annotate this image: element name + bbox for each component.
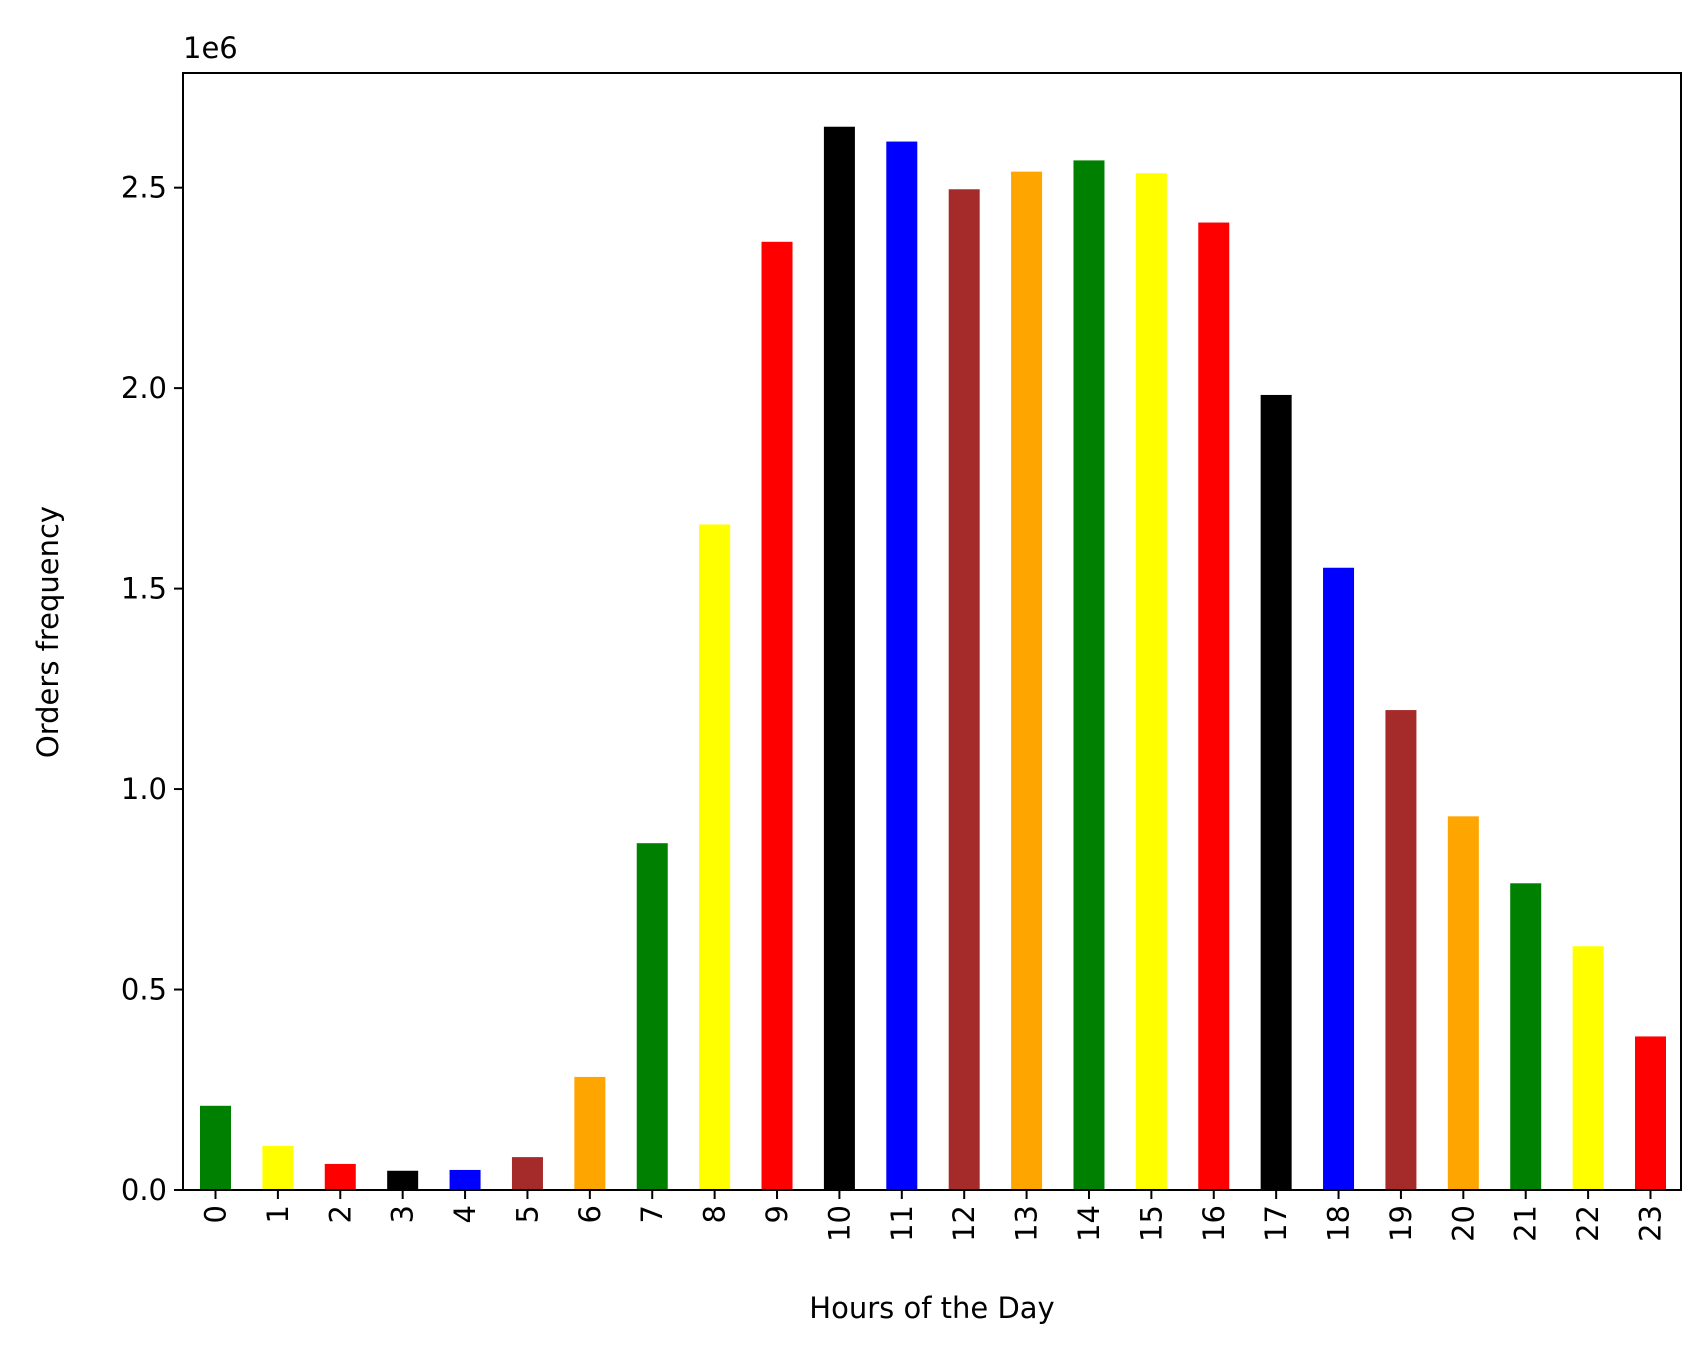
x-axis-ticks: 0 1 2 3 4 5 6 7 8 9 10 11 12 13 14 15 16 17 18 19 20 21 22 23 (199, 1190, 1668, 1242)
x-tick-label: 11 (885, 1205, 919, 1242)
x-tick-label: 12 (947, 1205, 981, 1242)
x-tick-label: 2 (323, 1205, 357, 1223)
x-tick-label: 22 (1571, 1205, 1605, 1242)
plot-frame (182, 72, 1682, 1191)
bar-hour-8 (699, 524, 731, 1190)
y-tick-label: 0.5 (121, 973, 167, 1007)
x-tick-label: 23 (1634, 1205, 1668, 1242)
bar-hour-18 (1323, 567, 1355, 1190)
x-tick-label: 20 (1446, 1205, 1480, 1242)
bar-hour-1 (262, 1145, 294, 1190)
bars-group (200, 126, 1666, 1191)
bar-hour-4 (449, 1169, 481, 1190)
bar-hour-6 (574, 1076, 606, 1190)
x-tick-label: 8 (698, 1205, 732, 1223)
bar-hour-13 (1011, 171, 1043, 1190)
bar-hour-20 (1447, 816, 1479, 1190)
y-tick-label: 0.0 (121, 1173, 167, 1207)
bar-hour-12 (948, 189, 980, 1190)
x-axis-label: Hours of the Day (809, 1291, 1054, 1325)
y-tick-label: 1.5 (121, 572, 167, 606)
x-tick-label: 15 (1134, 1205, 1168, 1242)
x-tick-label: 10 (822, 1205, 856, 1242)
y-axis-offset-label: 1e6 (183, 31, 238, 65)
bar-hour-16 (1198, 222, 1230, 1191)
x-tick-label: 1 (261, 1205, 295, 1223)
bar-hour-19 (1385, 710, 1417, 1190)
y-tick-label: 2.5 (121, 171, 167, 205)
x-tick-label: 5 (510, 1205, 544, 1223)
bar-hour-22 (1572, 946, 1604, 1190)
bar-hour-2 (324, 1163, 356, 1190)
bar-hour-9 (761, 241, 793, 1191)
x-tick-label: 18 (1322, 1205, 1356, 1242)
x-tick-label: 21 (1509, 1205, 1543, 1242)
bar-hour-23 (1635, 1036, 1666, 1190)
bar-hour-17 (1260, 394, 1292, 1190)
x-tick-label: 13 (1010, 1205, 1044, 1242)
bar-hour-3 (387, 1170, 419, 1190)
x-tick-label: 6 (573, 1205, 607, 1223)
x-tick-label: 17 (1259, 1205, 1293, 1242)
x-tick-label: 9 (760, 1205, 794, 1223)
bar-hour-14 (1073, 160, 1105, 1190)
x-tick-label: 3 (386, 1205, 420, 1223)
bar-hour-5 (511, 1157, 543, 1190)
x-tick-label: 19 (1384, 1205, 1418, 1242)
y-tick-label: 1.0 (121, 772, 167, 806)
x-tick-label: 4 (448, 1205, 482, 1223)
x-tick-label: 16 (1197, 1205, 1231, 1242)
x-tick-label: 7 (635, 1205, 669, 1223)
bar-hour-10 (823, 126, 855, 1191)
y-axis-label: Orders frequency (31, 506, 65, 758)
bar-hour-21 (1510, 883, 1542, 1190)
bar-hour-0 (200, 1105, 231, 1190)
x-tick-label: 0 (199, 1205, 233, 1223)
bar-hour-7 (636, 843, 668, 1190)
bar-hour-11 (886, 141, 918, 1190)
y-axis-ticks: 0.0 0.5 1.0 1.5 2.0 2.5 (121, 171, 183, 1207)
y-tick-label: 2.0 (121, 371, 167, 405)
x-tick-label: 14 (1072, 1205, 1106, 1242)
bar-hour-15 (1135, 173, 1167, 1191)
